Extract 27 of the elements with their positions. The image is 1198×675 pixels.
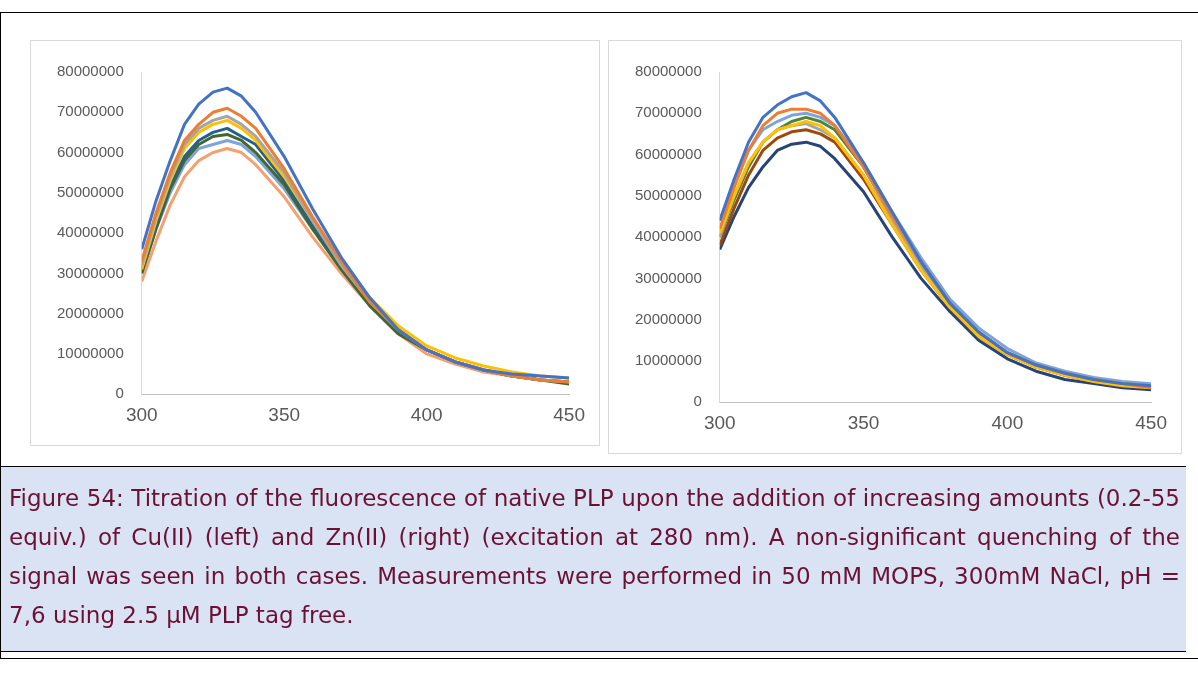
y-tick-label: 20000000	[56, 303, 124, 321]
y-tick-label: 40000000	[56, 223, 124, 241]
caption: Figure 54: Titration of the fluorescence of native PLP upon the addition of increasing amounts (0.2-55 equiv.) of Cu(II) (left) and Zn(II) (right) (excitation at 280 nm). A non-significant quenching of the signal was seen in both cases. Measurements were performed in 50 mM MOPS, 300mM NaCl, pH = 7,6 using 2.5 µM PLP tag free.	[9, 484, 1180, 630]
x-tick-label: 450	[1135, 411, 1167, 433]
y-tick-label: 50000000	[634, 185, 702, 203]
y-tick-label: 50000000	[56, 182, 124, 200]
y-tick-label: 80000000	[634, 62, 702, 80]
x-tick-label: 350	[847, 411, 880, 433]
x-tick-label: 400	[991, 411, 1024, 433]
y-tick-label: 0	[115, 384, 124, 402]
x-tick-label: 300	[703, 411, 736, 433]
y-tick-label: 60000000	[634, 144, 702, 162]
y-tick-label: 30000000	[634, 268, 702, 286]
y-tick-label: 70000000	[56, 102, 124, 120]
x-tick-label: 350	[268, 403, 301, 425]
y-tick-label: 0	[693, 392, 702, 410]
x-tick-label: 450	[553, 403, 585, 425]
y-tick-label: 40000000	[634, 227, 702, 245]
y-tick-label: 60000000	[56, 142, 124, 160]
x-tick-label: 400	[410, 403, 443, 425]
y-tick-label: 10000000	[56, 344, 124, 362]
y-tick-label: 70000000	[634, 103, 702, 121]
y-tick-label: 20000000	[634, 309, 702, 327]
x-tick-label: 300	[125, 403, 158, 425]
y-tick-label: 30000000	[56, 263, 124, 281]
y-tick-label: 80000000	[56, 62, 124, 80]
y-tick-label: 10000000	[634, 351, 702, 369]
